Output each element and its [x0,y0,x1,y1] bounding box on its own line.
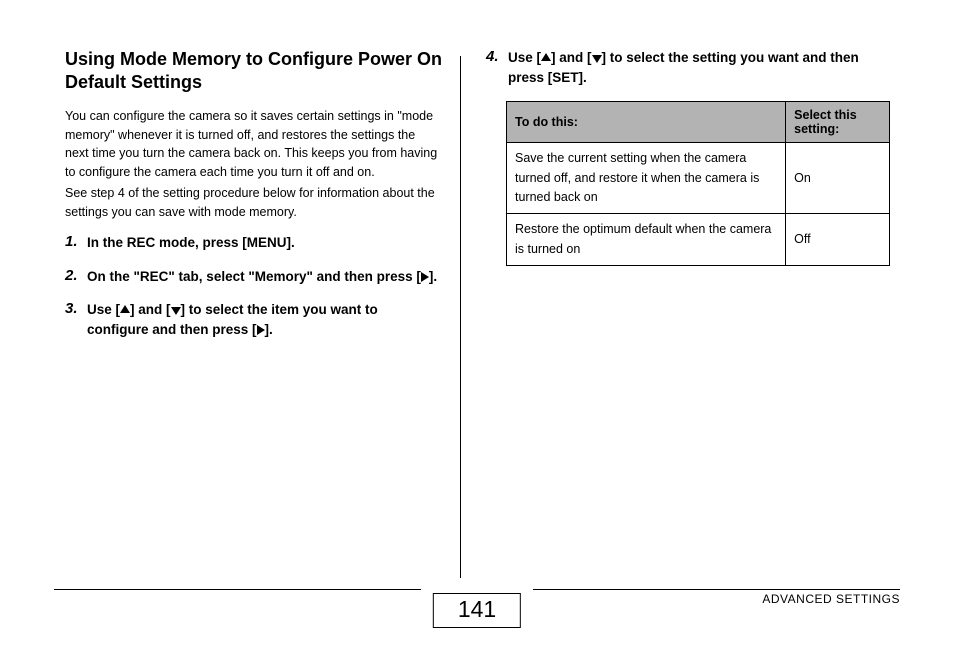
step-number: 3. [65,300,87,339]
table-cell-setting: Off [786,214,890,266]
footer-section-label: ADVANCED SETTINGS [762,592,900,606]
intro-paragraph-2: See step 4 of the setting procedure belo… [65,184,442,222]
text-fragment: Use [ [508,50,541,65]
page-number: 141 [433,593,521,628]
step-text: In the REC mode, press [MENU]. [87,233,295,253]
table-row: Save the current setting when the camera… [507,143,890,214]
table-header-setting: Select this setting: [786,102,890,143]
manual-page: Using Mode Memory to Configure Power On … [0,0,954,568]
footer-rule-left [54,589,421,590]
page-footer: 141 ADVANCED SETTINGS [0,578,954,628]
table-cell-action: Save the current setting when the camera… [507,143,786,214]
footer-rule-right [533,589,900,590]
text-fragment: ] and [ [551,50,592,65]
text-fragment: On the "REC" tab, select "Memory" and th… [87,269,421,284]
table-cell-action: Restore the optimum default when the cam… [507,214,786,266]
step-text: Use [] and [] to select the item you wan… [87,300,442,339]
up-arrow-icon [120,305,130,313]
step-3: 3. Use [] and [] to select the item you … [65,300,442,339]
right-arrow-icon [421,272,429,282]
step-number: 2. [65,267,87,287]
table-header-action: To do this: [507,102,786,143]
step-text: On the "REC" tab, select "Memory" and th… [87,267,437,287]
down-arrow-icon [171,307,181,315]
step-text: Use [] and [] to select the setting you … [508,48,881,87]
section-heading: Using Mode Memory to Configure Power On … [65,48,442,95]
table-header-row: To do this: Select this setting: [507,102,890,143]
intro-paragraph-1: You can configure the camera so it saves… [65,107,442,182]
step-1: 1. In the REC mode, press [MENU]. [65,233,442,253]
step-2: 2. On the "REC" tab, select "Memory" and… [65,267,442,287]
table-cell-setting: On [786,143,890,214]
step-list-continued: 4. Use [] and [] to select the setting y… [486,48,881,87]
text-fragment: ] and [ [130,302,171,317]
text-fragment: Use [ [87,302,120,317]
settings-table: To do this: Select this setting: Save th… [506,101,890,266]
step-number: 4. [486,48,508,87]
right-column: 4. Use [] and [] to select the setting y… [461,48,881,568]
step-4: 4. Use [] and [] to select the setting y… [486,48,881,87]
step-list: 1. In the REC mode, press [MENU]. 2. On … [65,233,442,339]
up-arrow-icon [541,53,551,61]
text-fragment: ]. [429,269,437,284]
text-fragment: ]. [265,322,273,337]
left-column: Using Mode Memory to Configure Power On … [65,48,460,568]
table-row: Restore the optimum default when the cam… [507,214,890,266]
right-arrow-icon [257,325,265,335]
down-arrow-icon [592,55,602,63]
step-number: 1. [65,233,87,253]
